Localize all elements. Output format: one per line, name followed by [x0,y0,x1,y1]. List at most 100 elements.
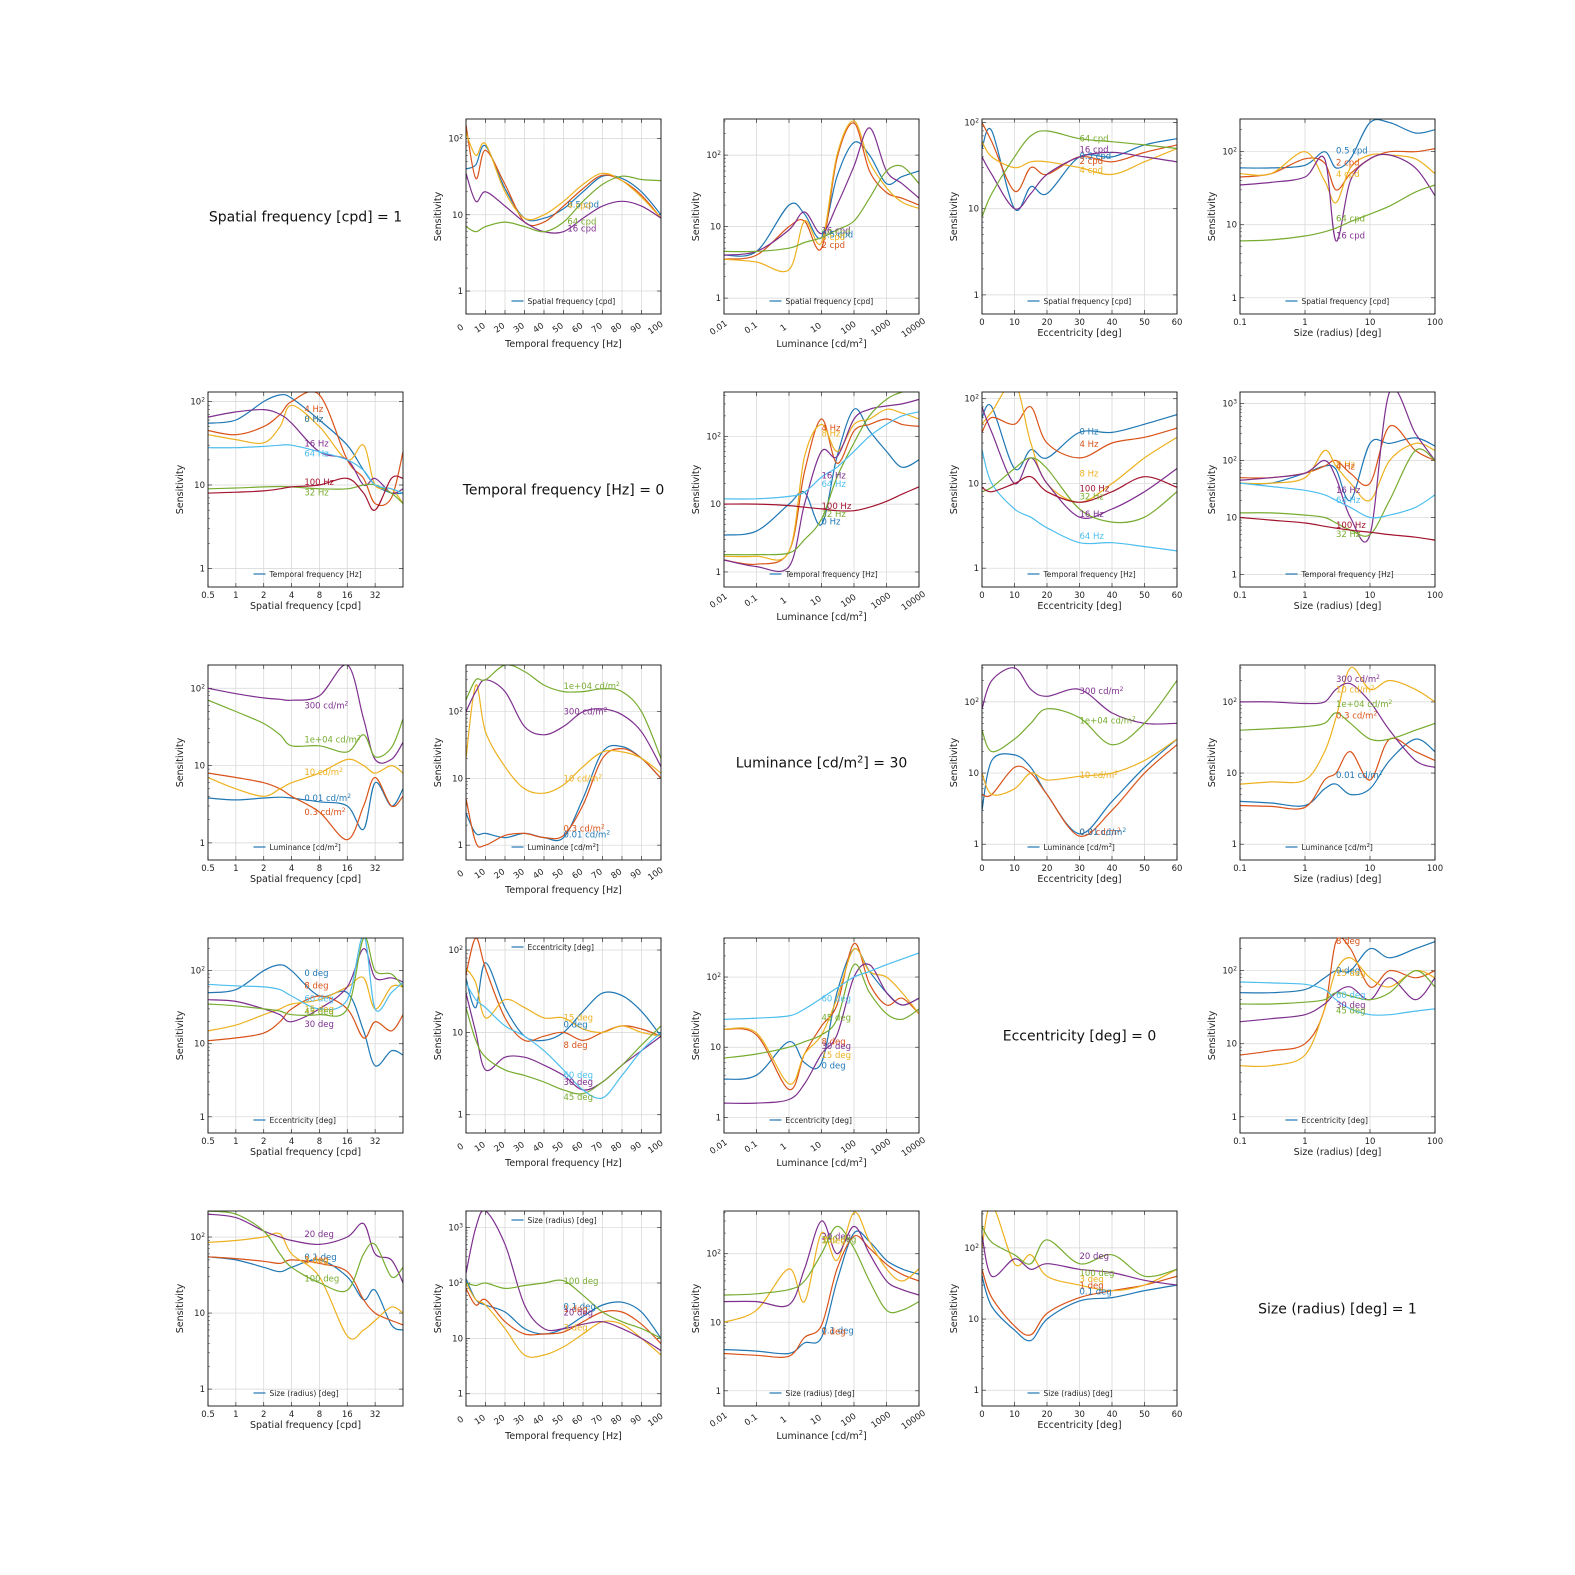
y-axis-label: Sensitivity [433,1283,444,1333]
series-line [1240,712,1435,742]
series-lines [1240,392,1435,543]
x-tick-label: 50 [1139,1410,1150,1420]
series-name-label: 8 deg [564,1041,588,1051]
x-tick-label: 0.1 [743,1412,760,1428]
x-tick-label: 100 [646,320,665,338]
series-name-label: 60 deg [822,994,852,1004]
y-tick-label: 102 [190,1232,205,1244]
plot-r2-c0: 0.5 1 2 4 8 16 32 1 10 102 Luminance [cd/m2] Spatia… [175,664,404,885]
x-tick-label: 100 [1427,318,1443,328]
series-line [1240,970,1435,1005]
plot-r3-c1: 0 10 20 30 40 50 60 70 80 90 100 1 10 102 Eccentricity… [433,937,665,1169]
x-tick-label: 0 [456,869,466,880]
series-line [1240,941,1435,994]
series-line [724,408,919,561]
series-name-label: 100 Hz [1080,485,1110,495]
x-tick-label: 1 [779,596,789,607]
x-axis-label: Spatial frequency [cpd] [250,1420,361,1431]
plot-r4-c1: 0 10 20 30 40 50 60 70 80 90 100 1 10 102 103 Size (rad… [433,1210,665,1442]
series-name-label: 0 Hz [822,518,842,528]
series-name-label: 1 deg [564,1305,588,1315]
x-tick-label: 40 [1107,591,1118,601]
x-tick-label: 40 [532,321,547,335]
legend-label: Temporal frequency [Hz] [785,570,878,579]
series-lines [1240,666,1435,810]
x-tick-label: 0.01 [708,319,729,338]
series-name-label: 16 Hz [822,471,847,481]
series-name-label: 100 deg [564,1277,599,1287]
series-lines [724,120,919,273]
axes-frame [465,937,662,1134]
series-line [724,1220,919,1308]
series-name-label: 20 deg [1080,1252,1110,1262]
series-name-label: 10 cd/m2 [1080,770,1119,782]
series-name-label: 0.1 deg [304,1253,336,1263]
x-axis-label: Luminance [cd/m2] [776,1156,866,1169]
y-axis-label: Sensitivity [433,737,444,787]
x-tick-label: 20 [1042,318,1053,328]
y-tick-label: 10 [452,774,463,784]
series-line [724,418,919,566]
series-line [466,1282,661,1358]
series-line [724,1234,919,1358]
x-tick-label: 60 [1172,591,1183,601]
plot-r2-c4: 0.1 1 10 100 1 10 102 Luminance [cd/m2] Size (ra… [1207,664,1443,885]
legend-label: Eccentricity [deg] [270,1116,336,1125]
x-tick-label: 40 [1107,864,1118,874]
series-lines [466,124,661,234]
series-line [1240,148,1435,191]
y-tick-label: 10 [968,1315,979,1325]
series-name-label: 20 deg [564,1308,594,1318]
series-line [208,1213,403,1284]
x-axis-label: Eccentricity [deg] [1037,601,1121,612]
series-name-label: 8 deg [1336,937,1360,947]
series-name-label: 64 cpd [822,229,851,239]
x-tick-label: 10 [1009,591,1020,601]
series-name-label: 0.5 cpd [1080,152,1112,162]
axes-frame [207,391,404,588]
x-tick-label: 60 [1172,864,1183,874]
x-tick-label: 4 [289,591,294,601]
x-axis-label: Temporal frequency [Hz] [504,1158,622,1169]
series-name-label: 45 deg [564,1093,594,1103]
y-tick-label: 10 [710,223,721,233]
series-line [466,132,661,221]
series-line [1240,437,1435,502]
series-line [466,1211,661,1352]
x-tick-label: 1 [779,1142,789,1153]
y-tick-label: 10 [452,211,463,221]
x-tick-label: 30 [1074,864,1085,874]
series-line [208,772,403,841]
series-name-label: 1e+04 cd/m2 [564,680,621,692]
x-tick-label: 100 [1427,864,1443,874]
series-name-label: 64 cpd [1080,135,1109,145]
fixed-value-label-tf: Temporal frequency [Hz] = 0 [462,483,665,499]
x-tick-label: 40 [1107,318,1118,328]
y-tick-label: 1 [200,839,205,849]
series-name-label: 16 cpd [1080,145,1109,155]
series-line [466,967,661,1037]
series-name-label: 100 deg [1080,1269,1115,1279]
series-line [208,392,403,507]
series-line [466,1007,661,1095]
series-line [982,457,1177,524]
x-tick-label: 10 [1009,318,1020,328]
x-tick-label: 10 [473,1413,488,1427]
series-name-label: 1 deg [822,1328,846,1338]
x-tick-label: 40 [1107,1410,1118,1420]
series-line [1240,737,1435,810]
x-tick-label: 1 [233,864,238,874]
series-name-label: 64 Hz [304,449,329,459]
y-axis-label: Sensitivity [175,1283,186,1333]
series-name-label: 4 Hz [1336,462,1356,472]
series-name-label: 0.3 cd/m2 [1336,710,1377,722]
y-axis-label: Sensitivity [691,1283,702,1333]
series-name-label: 8 Hz [304,415,324,425]
y-axis-label: Sensitivity [949,464,960,514]
series-name-label: 3 deg [564,1323,588,1333]
series-name-label: 0 deg [304,969,328,979]
fixed-value-label-sf: Spatial frequency [cpd] = 1 [209,210,402,226]
x-tick-label: 4 [289,1137,294,1147]
y-tick-label: 10 [968,479,979,489]
y-tick-label: 102 [1222,965,1237,977]
